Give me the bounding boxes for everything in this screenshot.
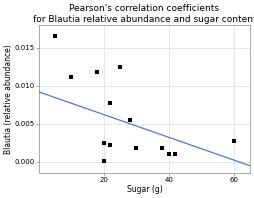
Point	[95, 71, 99, 74]
Point	[108, 144, 112, 147]
Point	[102, 160, 106, 163]
Point	[53, 35, 57, 38]
X-axis label: Sugar (g): Sugar (g)	[126, 185, 162, 194]
Title: Pearson's correlation coefficients
for Blautia relative abundance and sugar cont: Pearson's correlation coefficients for B…	[33, 4, 254, 24]
Point	[134, 147, 138, 150]
Point	[69, 76, 73, 79]
Point	[232, 139, 236, 142]
Point	[167, 153, 171, 156]
Point	[108, 101, 112, 104]
Point	[160, 147, 164, 150]
Y-axis label: Blautia (relative abundance): Blautia (relative abundance)	[4, 44, 13, 154]
Point	[128, 118, 132, 122]
Point	[173, 153, 177, 156]
Point	[102, 141, 106, 145]
Point	[118, 65, 122, 69]
